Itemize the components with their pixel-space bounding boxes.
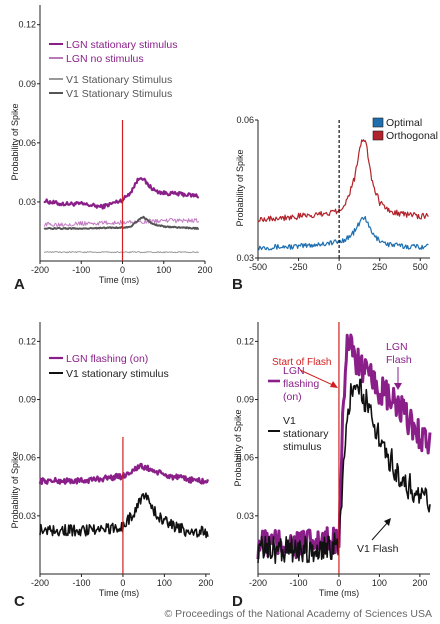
- y-tick-label: 0.03: [236, 511, 254, 521]
- legend-label-lgn-stationary: LGN stationary stimulus: [66, 39, 177, 51]
- x-tick-label: 0: [120, 265, 125, 275]
- start-of-flash-label: Start of Flash: [272, 357, 331, 368]
- series-line-v1-stationary-stimulus: [257, 378, 431, 564]
- y-tick-label: 0.03: [236, 253, 254, 263]
- legend-label-lgn-no-stimulus: LGN no stimulus: [66, 53, 144, 65]
- legend-label-v1-stationary-1: V1 Stationary Stimulus: [66, 74, 172, 86]
- legend-swatch-orthogonal: [372, 130, 384, 141]
- y-tick-label: 0.06: [18, 453, 36, 463]
- x-tick-label: -250: [290, 262, 308, 272]
- panel-b: -500 -250 0 250 500 0.03 0.06 B Probability of…: [232, 115, 438, 293]
- panel-c-plot: -200 -100 0 100 200 0.03 0.06 0.09 0.12: [18, 322, 213, 588]
- x-tick-label: -200: [31, 578, 49, 588]
- annotation-v1-flash: V1 Flash: [357, 518, 399, 555]
- annotation-lgn-flash: LGN Flash: [386, 341, 412, 390]
- lgn-flash-label: LGN Flash: [386, 341, 412, 366]
- start-of-flash-arrowhead: [330, 381, 338, 388]
- panel-b-legend: Optimal Orthogonal: [372, 117, 438, 142]
- panel-c-xlabel: Time (ms): [99, 588, 139, 598]
- series-line-v1-stationary-stimulus: [39, 492, 209, 539]
- y-tick-label: 0.09: [18, 79, 36, 89]
- panel-d-legend: LGN flashing (on) V1 stationary stimulus: [268, 365, 329, 453]
- x-tick-label: 0: [336, 578, 341, 588]
- panel-c-ylabel: Probability of Spike: [10, 451, 20, 528]
- x-tick-label: 0: [337, 262, 342, 272]
- v1-flash-arrow: [371, 521, 389, 541]
- panel-b-plot: -500 -250 0 250 500 0.03 0.06: [236, 115, 430, 272]
- panel-d-label: D: [232, 593, 243, 610]
- series-line-lgn-stationary-stimulus: [43, 176, 200, 210]
- y-tick-label: 0.06: [236, 453, 254, 463]
- series-line-lgn-flashing-on-: [38, 462, 210, 486]
- lgn-flash-arrowhead: [394, 383, 402, 390]
- y-tick-label: 0.12: [18, 336, 36, 346]
- x-tick-label: 250: [372, 262, 387, 272]
- annotation-start-of-flash: Start of Flash: [272, 357, 338, 388]
- x-tick-label: 500: [413, 262, 428, 272]
- x-tick-label: 100: [157, 578, 172, 588]
- legend-label-lgn-flashing: LGN flashing (on): [66, 353, 148, 365]
- legend-label-v1-stationary-d: V1 stationary stimulus: [283, 415, 329, 453]
- y-tick-label: 0.06: [236, 115, 254, 125]
- y-tick-label: 0.12: [18, 20, 36, 30]
- panel-c: -200 -100 0 100 200 0.03 0.06 0.09 0.12 C Probab…: [10, 322, 213, 610]
- series-line-lgn-no-stimulus: [43, 217, 200, 227]
- legend-label-optimal: Optimal: [386, 117, 422, 129]
- x-tick-label: 100: [372, 578, 387, 588]
- panel-a-ylabel: Probability of Spike: [10, 103, 20, 180]
- panel-d: -200 -100 0 100 200 0.03 0.06 0.09 0.12 D Probab…: [232, 322, 432, 610]
- x-tick-label: -200: [249, 578, 267, 588]
- y-tick-label: 0.09: [18, 395, 36, 405]
- series-line-v1-stationary-stimulus: [43, 251, 199, 254]
- legend-label-v1-stationary-2: V1 Stationary Stimulus: [66, 88, 172, 100]
- legend-label-orthogonal: Orthogonal: [386, 130, 438, 142]
- panel-d-plot: -200 -100 0 100 200 0.03 0.06 0.09 0.12: [236, 322, 432, 588]
- legend-swatch-optimal: [372, 117, 384, 128]
- panel-a-legend: LGN stationary stimulus LGN no stimulus …: [49, 39, 177, 100]
- x-tick-label: 0: [120, 578, 125, 588]
- x-tick-label: -500: [249, 262, 267, 272]
- v1-flash-arrowhead: [384, 518, 391, 526]
- x-tick-label: 200: [198, 578, 213, 588]
- panel-b-ylabel: Probability of Spike: [235, 149, 245, 226]
- copyright-notice: © Proceedings of the National Academy of…: [165, 608, 432, 620]
- x-tick-label: -100: [72, 265, 90, 275]
- x-tick-label: -100: [289, 578, 307, 588]
- legend-label-lgn-flashing-d: LGN flashing (on): [283, 365, 319, 403]
- y-tick-label: 0.09: [236, 395, 254, 405]
- y-tick-label: 0.03: [18, 511, 36, 521]
- panel-b-label: B: [232, 276, 243, 293]
- panel-c-label: C: [14, 593, 25, 610]
- y-tick-label: 0.06: [18, 138, 36, 148]
- panel-a-label: A: [14, 276, 25, 293]
- panel-a-xlabel: Time (ms): [99, 275, 139, 285]
- x-tick-label: 100: [156, 265, 171, 275]
- y-tick-label: 0.12: [236, 336, 254, 346]
- series-line-orthogonal: [257, 139, 429, 223]
- panel-d-ylabel: Probability of Spike: [233, 409, 243, 486]
- x-tick-label: -200: [31, 265, 49, 275]
- panel-a-plot: -200 -100 0 100 200 0.03 0.06 0.09 0.12: [18, 5, 213, 275]
- start-of-flash-arrow: [299, 369, 336, 387]
- series-line-v1-stationary-stimulus: [43, 215, 200, 231]
- y-tick-label: 0.03: [18, 197, 36, 207]
- panel-a: -200 -100 0 100 200 0.03 0.06 0.09 0.12 A Probab…: [10, 5, 213, 293]
- panel-c-legend: LGN flashing (on) V1 stationary stimulus: [49, 353, 169, 380]
- x-tick-label: 200: [412, 578, 427, 588]
- legend-label-v1-stationary-c: V1 stationary stimulus: [66, 368, 169, 380]
- x-tick-label: -100: [72, 578, 90, 588]
- panel-d-xlabel: Time (ms): [319, 588, 359, 598]
- series-line-optimal: [257, 215, 429, 251]
- x-tick-label: 200: [197, 265, 212, 275]
- v1-flash-label: V1 Flash: [357, 543, 399, 555]
